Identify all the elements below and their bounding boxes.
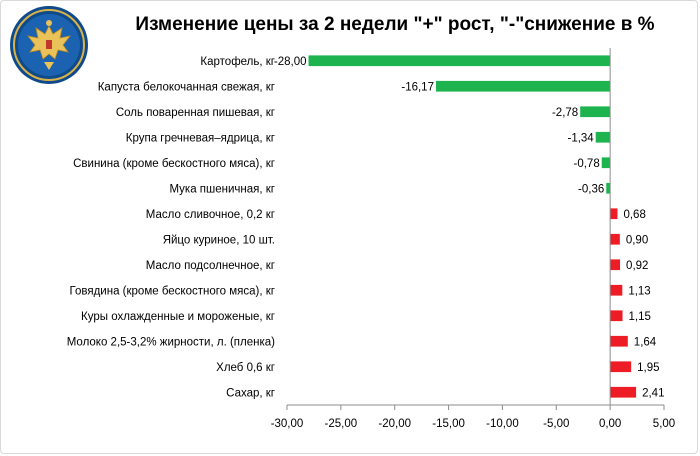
value-label: 1,15 — [629, 311, 651, 323]
category-label: Мука пшеничная, кг — [169, 183, 275, 195]
value-label: -1,34 — [567, 132, 594, 144]
bar — [606, 182, 611, 194]
x-tick-label: -15,00 — [432, 418, 465, 430]
category-label: Яйцо куриное, 10 шт. — [163, 234, 275, 246]
bar — [580, 106, 611, 118]
x-tick-label: -5,00 — [543, 418, 569, 430]
bar — [610, 310, 623, 322]
bar — [308, 55, 611, 67]
bar — [610, 361, 632, 373]
category-label: Капуста белокочанная свежая, кг — [98, 81, 275, 93]
value-label: 1,95 — [637, 362, 659, 374]
value-label: -28,00 — [274, 56, 307, 68]
value-label: -16,17 — [401, 81, 434, 93]
category-label: Свинина (кроме бескостного мяса), кг — [73, 158, 275, 170]
chart-title: Изменение цены за 2 недели "+" рост, "-"… — [135, 14, 655, 35]
x-tick-label: -10,00 — [486, 418, 519, 430]
category-label: Масло сливочное, 0,2 кг — [146, 209, 275, 221]
bars-layer — [308, 55, 637, 398]
bar — [610, 208, 618, 220]
category-label: Говядина (кроме бескостного мяса), кг — [70, 285, 275, 297]
value-label: 0,92 — [626, 260, 648, 272]
bar — [610, 233, 620, 245]
category-label: Куры охлажденные и мороженые, кг — [81, 311, 275, 323]
value-label: -0,36 — [578, 183, 604, 195]
category-label: Картофель, кг — [200, 56, 275, 68]
category-label: Масло подсолнечное, кг — [146, 260, 275, 272]
category-labels-layer: Картофель, кг Капуста белокочанная свежая… — [67, 56, 275, 400]
x-tick-label: -20,00 — [378, 418, 411, 430]
x-tick-label: -25,00 — [325, 418, 358, 430]
value-label: 2,41 — [642, 387, 664, 399]
bar — [610, 386, 637, 398]
bar — [595, 131, 611, 143]
category-label: Крупа гречневая–ядрица, кг — [126, 132, 275, 144]
value-label: 1,64 — [634, 336, 657, 348]
category-label: Соль поваренная пишевая, кг — [116, 107, 275, 119]
category-label: Молоко 2,5-3,2% жирности, л. (пленка) — [67, 336, 275, 348]
category-label: Хлеб 0,6 кг — [216, 362, 275, 374]
value-labels-layer: -28,00 -16,17 -2,78 -1,34 -0,78 -0,36 0,68 0,90… — [274, 56, 665, 400]
bar — [610, 259, 621, 271]
value-label: 0,90 — [626, 234, 648, 246]
bar — [610, 284, 623, 296]
double-headed-eagle-emblem-icon — [10, 6, 88, 84]
value-label: -0,78 — [574, 158, 600, 170]
bar — [610, 335, 628, 347]
x-axis: -30,00 -25,00 -20,00 -15,00 -10,00 -5,00 0,00 5… — [271, 48, 675, 430]
x-tick-label: 5,00 — [653, 418, 675, 430]
bar — [435, 80, 611, 92]
category-label: Сахар, кг — [226, 387, 275, 399]
x-tick-label: -30,00 — [271, 418, 304, 430]
value-label: 1,13 — [628, 285, 650, 297]
value-label: -2,78 — [552, 107, 578, 119]
bar — [601, 157, 611, 169]
x-tick-label: 0,00 — [599, 418, 621, 430]
value-label: 0,68 — [623, 209, 645, 221]
